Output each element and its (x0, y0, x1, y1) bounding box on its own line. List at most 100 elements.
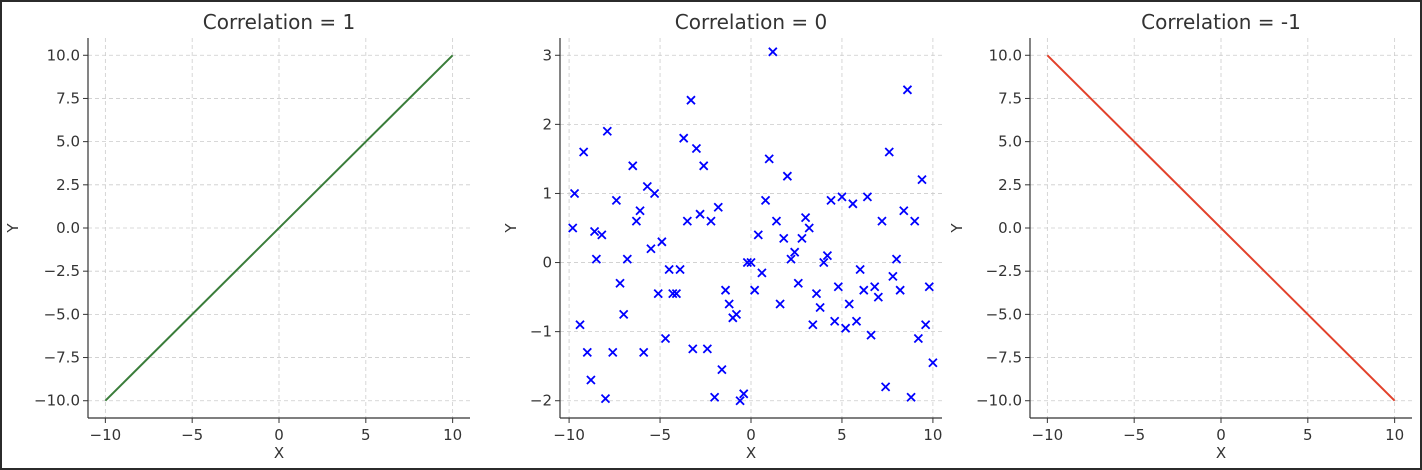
scatter-point (866, 330, 876, 340)
y-tick-label: 10.0 (47, 46, 80, 64)
scatter-point (902, 85, 913, 95)
scatter-point (602, 126, 612, 136)
scatter-point (924, 282, 934, 292)
scatter-point (582, 347, 592, 358)
x-tick-label: −10 (553, 426, 585, 444)
scatter-point (735, 396, 745, 406)
x-tick-label: −10 (1032, 426, 1064, 444)
scatter-point (764, 154, 774, 164)
y-tick-label: 7.5 (56, 89, 80, 107)
scatter-point (910, 216, 920, 226)
chart-title: Correlation = 1 (203, 10, 355, 34)
scatter-point (642, 181, 652, 192)
scatter-point (589, 226, 600, 237)
scatter-point (793, 278, 803, 288)
x-axis-label: X (1216, 444, 1226, 462)
scatter-point (631, 216, 642, 226)
scatter-point (782, 171, 793, 181)
scatter-point (720, 285, 731, 295)
scatter-point (668, 288, 678, 299)
scatter-point (653, 288, 663, 299)
x-tick-label: 10 (1385, 426, 1404, 444)
y-tick-label: −1 (530, 323, 552, 341)
scatter-point (608, 347, 618, 358)
scatter-point (709, 392, 720, 402)
x-tick-label: 0 (746, 426, 756, 444)
y-tick-label: 3 (542, 46, 552, 64)
x-axis-label: X (274, 444, 284, 462)
scatter-point (569, 188, 580, 199)
scatter-point (682, 216, 692, 226)
scatter-point (724, 299, 734, 309)
scatter-point (913, 333, 923, 344)
scatter-point (691, 143, 702, 154)
x-tick-label: 0 (274, 426, 284, 444)
scatter-point (699, 161, 709, 171)
scatter-point (880, 382, 891, 392)
y-tick-label: 0.0 (56, 219, 80, 237)
scatter-point (597, 230, 607, 240)
scatter-point (611, 195, 622, 206)
y-tick-label: 7.5 (998, 89, 1022, 107)
scatter-point (833, 282, 843, 292)
scatter-point (671, 288, 682, 299)
scatter-point (695, 209, 705, 219)
y-tick-label: 0 (542, 254, 552, 272)
scatter-point (717, 364, 727, 375)
scatter-point (702, 344, 712, 354)
scatter-point (899, 206, 909, 216)
scatter-point (635, 206, 645, 216)
scatter-point (686, 95, 696, 105)
y-tick-label: −2 (530, 392, 552, 410)
scatter-point (628, 161, 638, 171)
chart-title: Correlation = -1 (1141, 10, 1301, 34)
y-tick-label: 0.0 (998, 219, 1022, 237)
scatter-point (600, 394, 611, 404)
scatter-point (837, 192, 847, 202)
scatter-point (815, 302, 825, 313)
scatter-point (848, 199, 858, 209)
scatter-point (928, 358, 938, 368)
y-tick-label: 5.0 (56, 133, 80, 151)
scatter-point (568, 223, 578, 233)
scatter-point (657, 237, 667, 247)
scatter-point (768, 47, 778, 57)
scatter-point (862, 192, 873, 202)
y-tick-label: −2.5 (986, 262, 1022, 280)
scatter-point (819, 257, 829, 268)
y-tick-label: −5.0 (986, 305, 1022, 323)
scatter-point (826, 195, 836, 206)
scatter-point (895, 285, 905, 295)
scatter-point (800, 212, 811, 223)
y-axis-label: Y (4, 223, 22, 234)
scatter-point (619, 309, 629, 320)
x-tick-label: 5 (361, 426, 371, 444)
y-tick-label: −10.0 (976, 392, 1022, 410)
series-line (1046, 54, 1396, 402)
scatter-point (786, 254, 796, 264)
y-tick-label: −10.0 (34, 392, 80, 410)
x-tick-label: 10 (923, 426, 942, 444)
scatter-point (660, 333, 671, 344)
scatter-point (906, 392, 916, 402)
y-tick-label: 2 (542, 115, 552, 133)
y-tick-label: −7.5 (44, 349, 80, 367)
scatter-point (742, 257, 752, 268)
scatter-point (840, 323, 851, 333)
scatter-point (822, 250, 833, 261)
scatter-point (646, 244, 656, 254)
x-tick-label: 5 (1303, 426, 1313, 444)
x-tick-label: −5 (181, 426, 203, 444)
x-tick-label: −5 (1123, 426, 1145, 444)
y-axis-label: Y (948, 223, 966, 234)
scatter-point (870, 282, 880, 292)
scatter-point (739, 389, 749, 399)
scatter-point (760, 195, 771, 206)
scatter-point (713, 202, 723, 212)
scatter-point (649, 188, 660, 199)
y-axis-label: Y (502, 223, 520, 234)
scatter-point (750, 285, 760, 295)
x-tick-label: 0 (1216, 426, 1226, 444)
